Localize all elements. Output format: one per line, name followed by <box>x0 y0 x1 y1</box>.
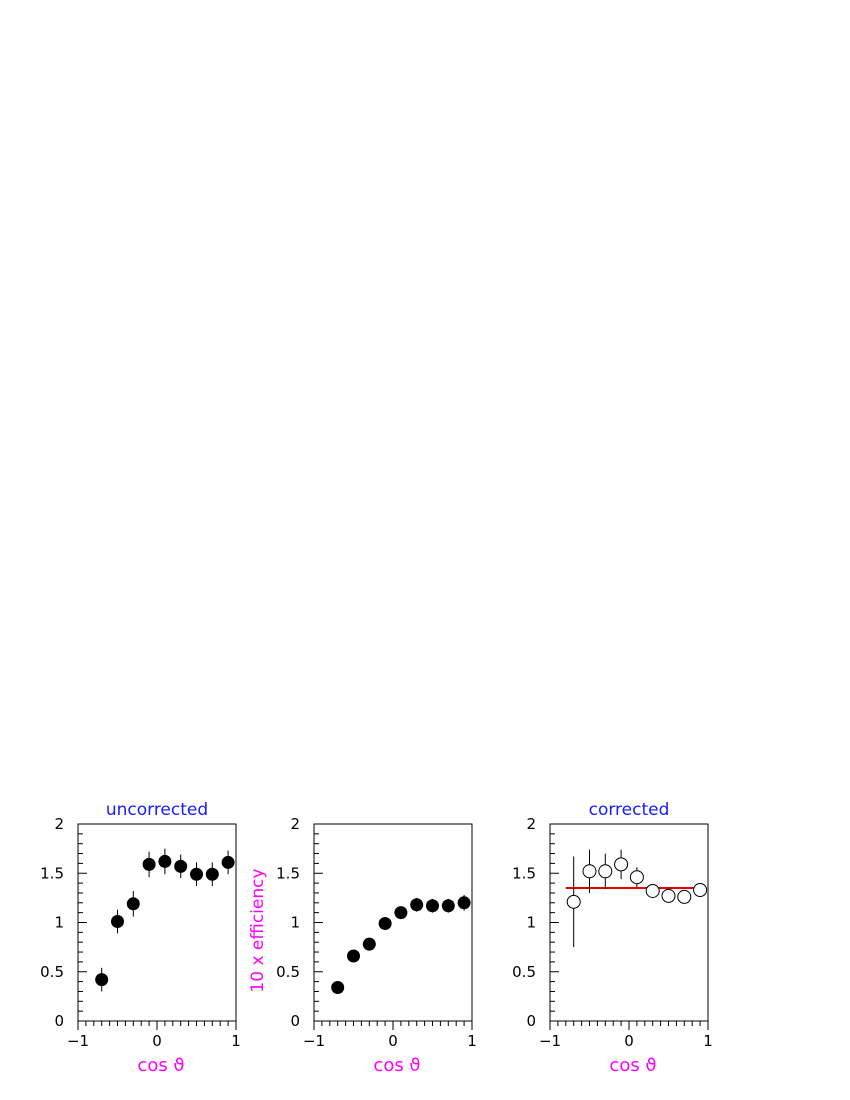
data-point <box>126 897 140 911</box>
data-point <box>661 888 676 903</box>
x-axis-label: cos ϑ <box>373 1055 420 1076</box>
y-tick-label: 0 <box>290 1012 300 1030</box>
data-point <box>629 870 644 885</box>
y-tick-label: 1 <box>54 914 64 932</box>
y-tick-label: 0 <box>54 1012 64 1030</box>
data-point <box>426 899 439 913</box>
data-point <box>111 915 124 929</box>
data-point <box>190 867 203 881</box>
y-tick-label: 1.5 <box>40 864 64 882</box>
data-point <box>95 973 109 987</box>
x-tick-label: 0 <box>624 1032 634 1050</box>
x-tick-label: 0 <box>388 1032 398 1050</box>
y-tick-label: 0.5 <box>40 963 64 981</box>
data-point <box>677 889 692 904</box>
y-tick-label: 0.5 <box>512 963 536 981</box>
data-point <box>598 864 613 879</box>
x-tick-label: −1 <box>67 1032 89 1050</box>
data-point <box>158 854 172 868</box>
y-tick-label: 0.5 <box>276 963 300 981</box>
y-tick-label: 1 <box>526 914 536 932</box>
data-point <box>693 882 708 897</box>
data-point <box>614 857 629 872</box>
x-tick-label: −1 <box>539 1032 561 1050</box>
y-tick-label: 1.5 <box>276 864 300 882</box>
y-tick-label: 2 <box>526 815 536 833</box>
data-point <box>205 867 219 881</box>
data-point <box>457 896 471 910</box>
data-point <box>394 906 408 920</box>
x-tick-label: −1 <box>303 1032 325 1050</box>
x-axis-label: cos ϑ <box>609 1055 656 1076</box>
data-point <box>378 916 392 930</box>
data-point <box>331 981 345 995</box>
data-point <box>362 937 376 951</box>
data-point <box>582 864 597 879</box>
data-point <box>142 857 156 871</box>
x-tick-label: 1 <box>467 1032 477 1050</box>
y-tick-label: 1 <box>290 914 300 932</box>
x-axis-label: cos ϑ <box>137 1055 184 1076</box>
data-point <box>645 883 660 898</box>
x-tick-label: 1 <box>231 1032 241 1050</box>
data-point <box>174 859 188 873</box>
chart-title: corrected <box>589 800 670 820</box>
data-point <box>221 855 235 869</box>
chart-title: uncorrected <box>106 800 208 820</box>
x-tick-label: 0 <box>152 1032 162 1050</box>
y-tick-label: 0 <box>526 1012 536 1030</box>
y-tick-label: 2 <box>54 815 64 833</box>
y-tick-label: 2 <box>290 815 300 833</box>
data-point <box>441 899 455 913</box>
data-point <box>566 894 581 909</box>
x-tick-label: 1 <box>703 1032 713 1050</box>
data-point <box>410 898 424 912</box>
y-axis-label: 10 x efficiency <box>248 868 268 992</box>
data-point <box>347 949 360 963</box>
y-tick-label: 1.5 <box>512 864 536 882</box>
